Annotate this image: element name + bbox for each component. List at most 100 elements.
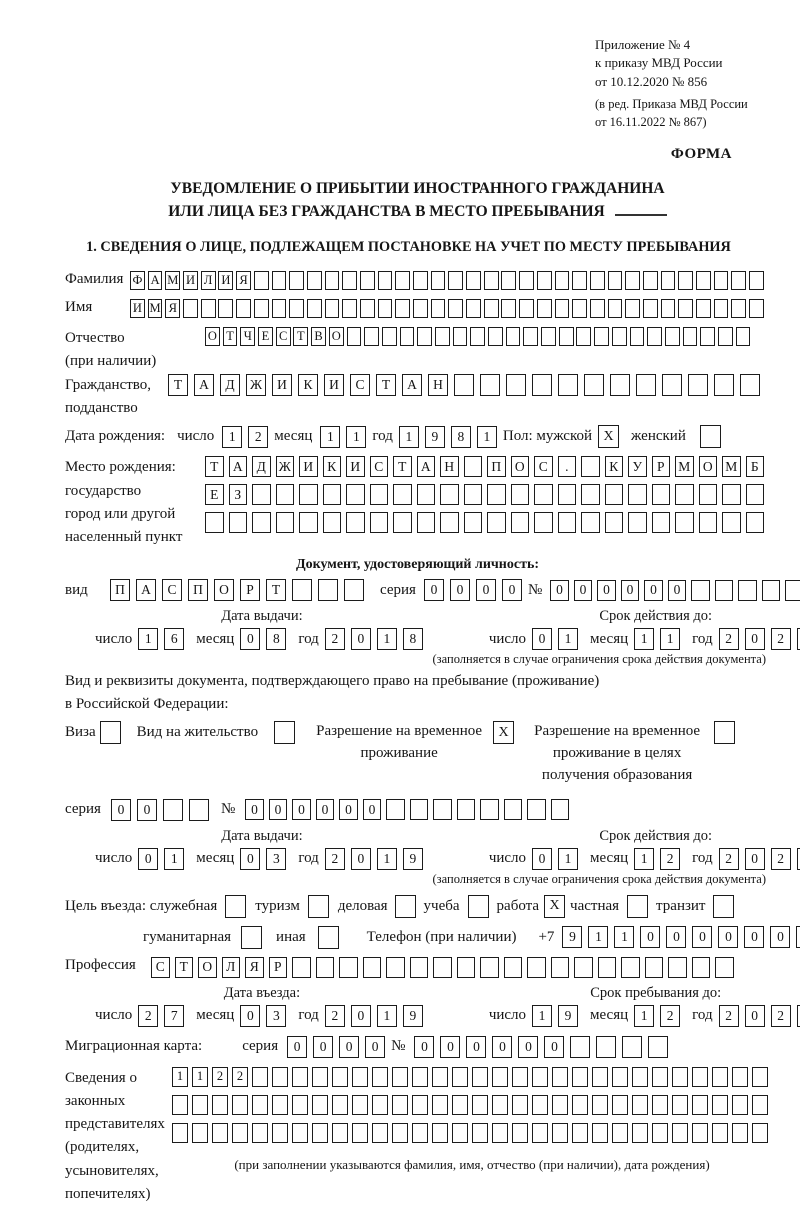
- purpose-work-label: работа: [496, 897, 540, 914]
- char-cell: [647, 327, 662, 347]
- char-cell: 0: [475, 579, 496, 602]
- residence-series-label: серия: [65, 801, 101, 818]
- char-cell: [395, 271, 411, 291]
- char-cell: [632, 1066, 648, 1087]
- char-cell: [678, 271, 694, 291]
- char-cell: 0: [518, 1035, 539, 1058]
- profession-label: Профессия: [65, 956, 136, 973]
- char-cell: [452, 327, 468, 347]
- char-cell: [483, 271, 499, 291]
- patronymic-label-line: (при наличии): [65, 352, 157, 369]
- char-cell: 9: [562, 926, 583, 949]
- doc-kind-label: вид: [65, 581, 88, 598]
- doc-series-label: серия: [380, 581, 416, 598]
- char-cell: [642, 271, 658, 291]
- char-cell: [409, 956, 428, 978]
- representatives-label-line: законных: [65, 1092, 126, 1109]
- char-cell: 2: [770, 847, 791, 870]
- migration-series-label: серия: [242, 1038, 279, 1055]
- char-cell: [392, 1094, 408, 1115]
- char-cell: [652, 1122, 668, 1143]
- char-cell: Т: [393, 456, 412, 478]
- char-cell: [434, 327, 450, 347]
- char-cell: [324, 299, 340, 319]
- month-label: месяц: [196, 1007, 235, 1024]
- valid-until-heading: Срок действия до:: [599, 827, 713, 844]
- char-cell: [228, 512, 247, 534]
- section1-heading: 1. СВЕДЕНИЯ О ЛИЦЕ, ПОДЛЕЖАЩЕМ ПОСТАНОВК…: [86, 239, 731, 256]
- limited-note: (заполняется в случае ограничения срока …: [432, 871, 766, 886]
- field-representatives: Сведения о законных представителях (роди…: [65, 1066, 770, 1206]
- representatives-label-line: представителях: [65, 1116, 165, 1133]
- char-cell: [660, 271, 676, 291]
- char-cell: 0: [240, 1004, 261, 1027]
- char-cell: М: [722, 456, 741, 478]
- valid-year-cells: 2025: [718, 628, 800, 651]
- char-cell: [612, 1066, 628, 1087]
- char-cell: [576, 327, 592, 347]
- char-cell: [532, 1066, 548, 1087]
- option-temp-residence-education-checkbox: [714, 721, 736, 745]
- char-cell: И: [324, 374, 344, 397]
- char-cell: [416, 484, 435, 506]
- char-cell: [527, 956, 546, 978]
- char-cell: [392, 1122, 408, 1143]
- char-cell: [510, 484, 529, 506]
- char-cell: М: [675, 456, 694, 478]
- char-cell: 2: [660, 847, 681, 870]
- char-cell: [232, 1094, 248, 1115]
- day-label: число: [95, 850, 133, 867]
- char-cell: [306, 271, 322, 291]
- char-cell: [785, 579, 800, 601]
- issue-date-heading: Дата выдачи:: [221, 608, 303, 625]
- char-cell: У: [628, 456, 647, 478]
- year-label: год: [692, 1007, 713, 1024]
- char-cell: 0: [770, 926, 791, 949]
- char-cell: [622, 1035, 643, 1058]
- option-visa: Виза: [65, 721, 121, 745]
- char-cell: А: [228, 456, 247, 478]
- char-cell: [550, 799, 570, 821]
- representatives-label-line: усыновителях,: [65, 1162, 159, 1179]
- char-cell: Я: [165, 299, 181, 319]
- char-cell: [399, 327, 415, 347]
- char-cell: [581, 456, 600, 478]
- char-cell: [440, 512, 459, 534]
- char-cell: Т: [266, 579, 286, 602]
- char-cell: [550, 956, 569, 978]
- char-cell: 0: [350, 847, 371, 870]
- char-cell: С: [534, 456, 553, 478]
- char-cell: [717, 327, 733, 347]
- char-cell: [432, 1122, 448, 1143]
- char-cell: [448, 299, 464, 319]
- char-cell: О: [198, 956, 217, 978]
- char-cell: [610, 374, 630, 397]
- char-cell: Л: [200, 271, 216, 291]
- char-cell: [395, 299, 411, 319]
- char-cell: [581, 484, 600, 506]
- char-cell: Н: [440, 456, 459, 478]
- char-cell: 1: [376, 628, 397, 651]
- char-cell: [629, 327, 645, 347]
- char-cell: 0: [240, 847, 261, 870]
- char-cell: [324, 271, 340, 291]
- char-cell: [417, 327, 433, 347]
- char-cell: [454, 374, 474, 397]
- char-cell: [413, 271, 428, 291]
- char-cell: [452, 1122, 468, 1143]
- char-cell: [192, 1122, 208, 1143]
- sex-male-checkbox: X: [598, 425, 620, 449]
- char-cell: 0: [136, 798, 157, 821]
- char-cell: [362, 956, 381, 978]
- char-cell: [527, 799, 546, 821]
- char-cell: [393, 484, 412, 506]
